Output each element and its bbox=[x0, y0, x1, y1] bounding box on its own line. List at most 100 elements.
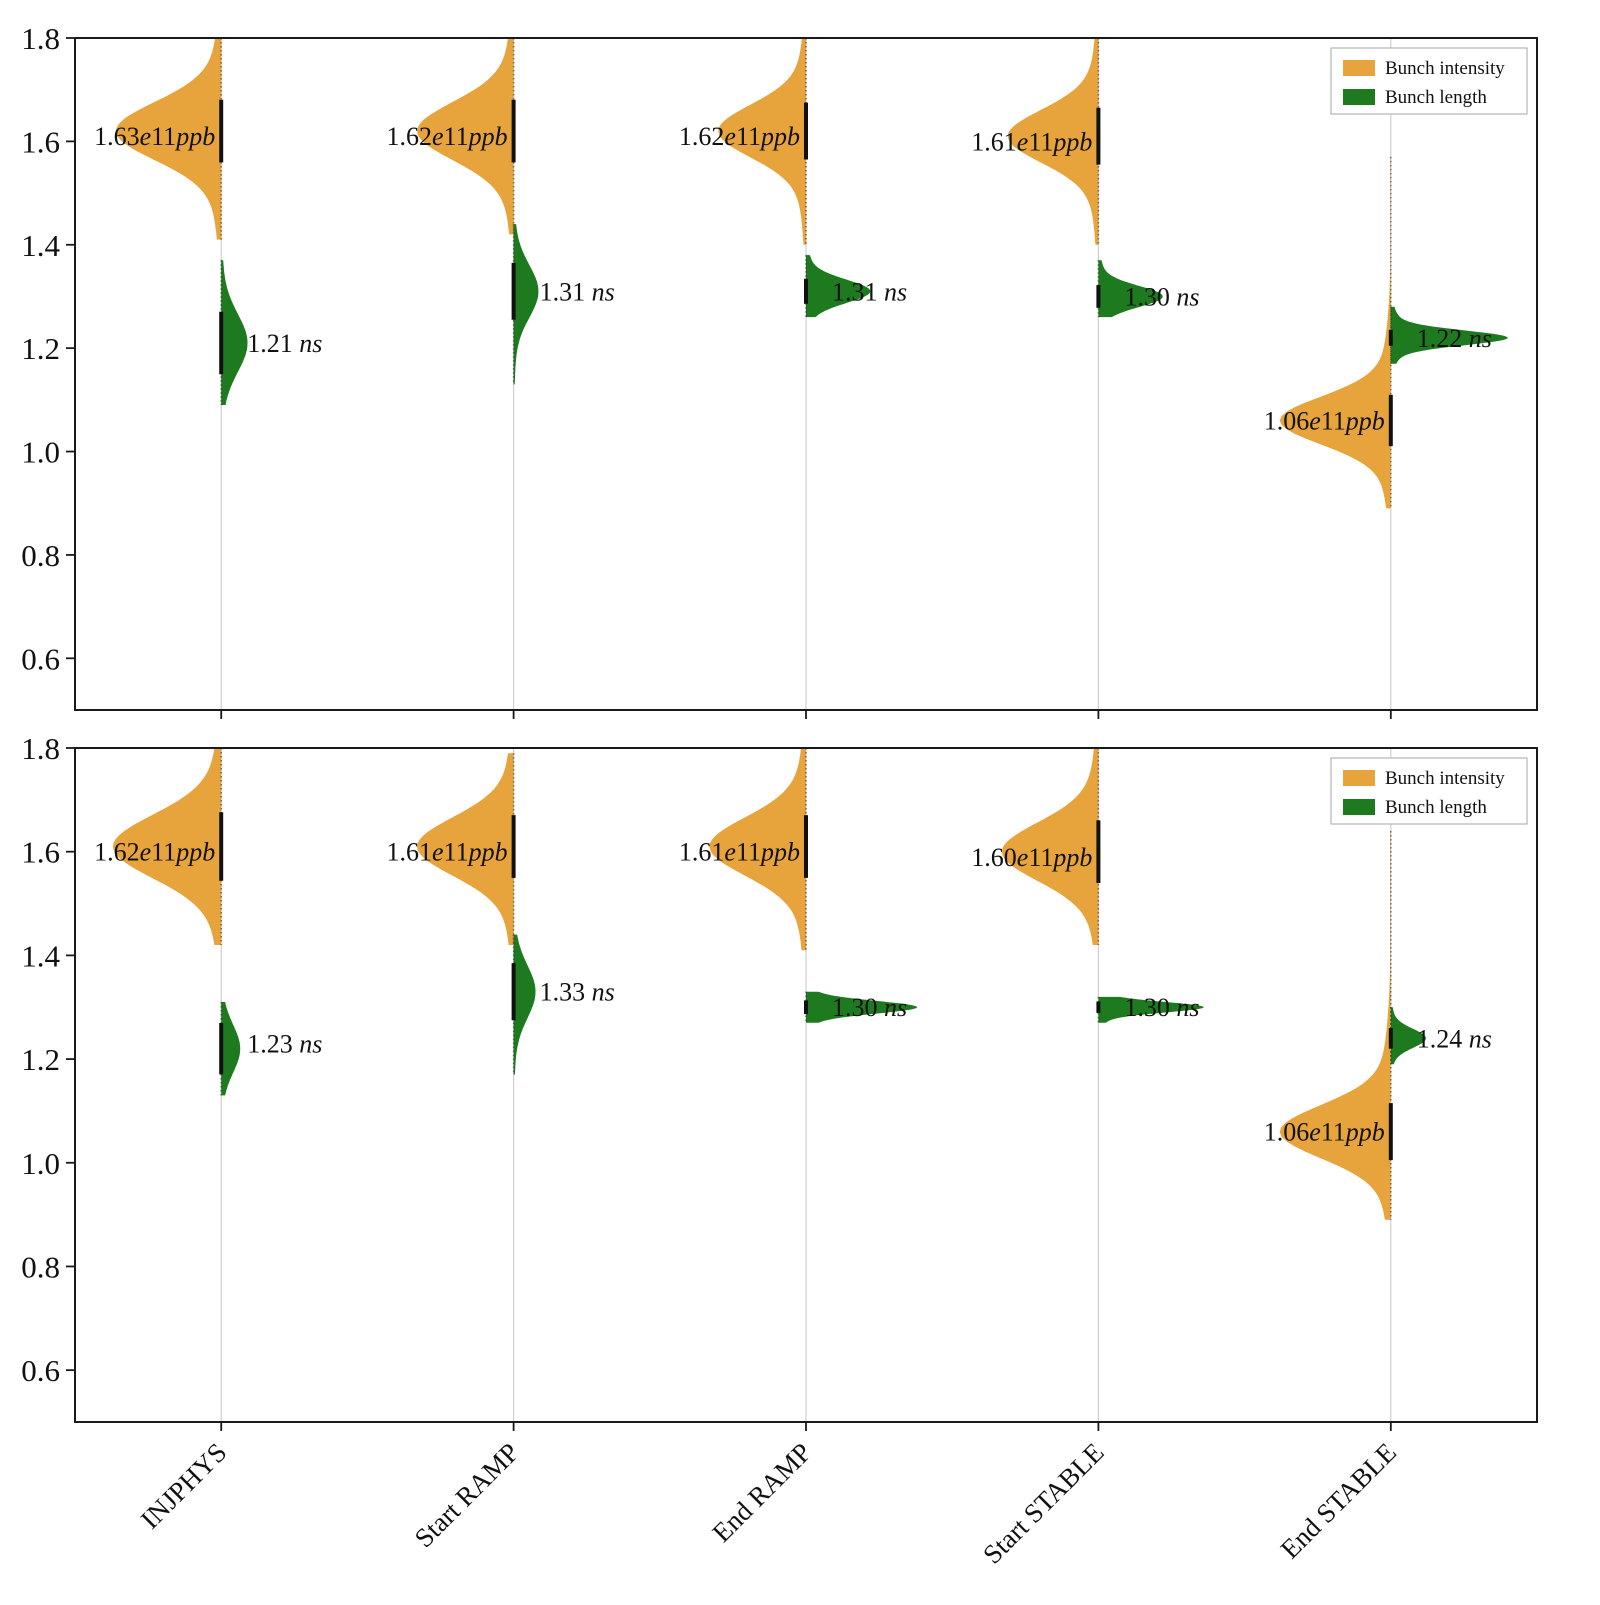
violin-bunch-intensity-injphys bbox=[115, 38, 222, 240]
annotation-e: e bbox=[1017, 127, 1029, 156]
annotation-number: 1.23 bbox=[247, 1030, 299, 1059]
violin-bunch-length-injphys bbox=[221, 260, 248, 405]
annotation-number: 1.22 bbox=[1417, 324, 1469, 353]
annotation-bunch-length-start-ramp: 1.31 ns bbox=[540, 277, 615, 306]
annotation-number: 1.63 bbox=[94, 122, 140, 151]
annotation-number: 1.60 bbox=[971, 843, 1017, 872]
annotation-unit: ns bbox=[592, 277, 615, 306]
y-tick-label: 1.8 bbox=[21, 21, 60, 56]
y-tick-label: 0.8 bbox=[21, 1249, 60, 1284]
annotation-e: e bbox=[140, 122, 152, 151]
annotation-unit: ns bbox=[299, 1030, 322, 1059]
annotation-number: 1.61 bbox=[387, 838, 433, 867]
annotation-number: 1.31 bbox=[832, 277, 884, 306]
violin-bunch-length-end-stable bbox=[1390, 1007, 1426, 1065]
annotation-exponent: 11 bbox=[736, 838, 761, 867]
legend-swatch-bunch-length bbox=[1343, 89, 1375, 105]
annotation-bunch-length-injphys: 1.21 ns bbox=[247, 329, 322, 358]
y-tick-label: 1.6 bbox=[21, 124, 60, 159]
annotation-exponent: 11 bbox=[736, 122, 761, 151]
annotation-number: 1.30 bbox=[1124, 993, 1176, 1022]
annotation-bunch-intensity-injphys: 1.62e11ppb bbox=[94, 838, 215, 867]
annotation-bunch-length-end-stable: 1.22 ns bbox=[1417, 324, 1492, 353]
legend-label-bunch-length: Bunch length bbox=[1385, 87, 1487, 108]
annotation-e: e bbox=[140, 838, 152, 867]
annotation-bunch-length-end-ramp: 1.30 ns bbox=[832, 993, 907, 1022]
annotation-exponent: 11 bbox=[444, 838, 469, 867]
y-tick-label: 1.2 bbox=[21, 1042, 60, 1077]
annotation-e: e bbox=[432, 838, 444, 867]
annotation-bunch-length-end-stable: 1.24 ns bbox=[1417, 1024, 1492, 1053]
annotation-number: 1.06 bbox=[1264, 1118, 1310, 1147]
annotation-number: 1.30 bbox=[1124, 282, 1176, 311]
y-tick-label: 1.8 bbox=[21, 731, 60, 766]
legend-swatch-bunch-intensity bbox=[1343, 770, 1375, 786]
annotation-unit: ns bbox=[1469, 1024, 1492, 1053]
annotation-unit: ns bbox=[1469, 324, 1492, 353]
annotation-number: 1.06 bbox=[1264, 407, 1310, 436]
violin-bunch-intensity-start-ramp bbox=[417, 753, 514, 945]
annotation-unit: ns bbox=[1176, 993, 1199, 1022]
annotation-bunch-intensity-end-ramp: 1.61e11ppb bbox=[679, 838, 800, 867]
violin-bunch-length-start-stable bbox=[1098, 996, 1204, 1023]
annotation-unit: ppb bbox=[759, 838, 800, 867]
annotation-bunch-length-injphys: 1.23 ns bbox=[247, 1030, 322, 1059]
annotation-e: e bbox=[724, 838, 736, 867]
y-tick-label: 1.0 bbox=[21, 435, 60, 470]
legend: Bunch intensity Bunch length bbox=[1330, 47, 1528, 115]
y-tick-label: 0.6 bbox=[21, 641, 60, 676]
annotation-number: 1.61 bbox=[679, 838, 725, 867]
annotation-e: e bbox=[432, 122, 444, 151]
annotation-bunch-intensity-end-stable: 1.06e11ppb bbox=[1264, 1118, 1385, 1147]
legend-label-bunch-length: Bunch length bbox=[1385, 797, 1487, 818]
annotation-bunch-length-start-stable: 1.30 ns bbox=[1124, 993, 1199, 1022]
annotation-unit: ppb bbox=[467, 838, 508, 867]
y-tick-label: 1.2 bbox=[21, 331, 60, 366]
y-tick-label: 0.8 bbox=[21, 538, 60, 573]
violin-bunch-length-start-stable bbox=[1098, 260, 1163, 318]
y-tick-label: 1.4 bbox=[21, 228, 60, 263]
annotation-bunch-intensity-end-ramp: 1.62e11ppb bbox=[679, 122, 800, 151]
annotation-exponent: 11 bbox=[1028, 843, 1053, 872]
legend-swatch-bunch-intensity bbox=[1343, 60, 1375, 76]
violin-bunch-length-end-ramp bbox=[806, 991, 918, 1023]
annotation-exponent: 11 bbox=[151, 838, 176, 867]
annotation-unit: ppb bbox=[467, 122, 508, 151]
annotation-unit: ns bbox=[884, 277, 907, 306]
annotation-number: 1.62 bbox=[679, 122, 725, 151]
violin-bunch-intensity-end-ramp bbox=[718, 38, 806, 245]
legend-label-bunch-intensity: Bunch intensity bbox=[1385, 768, 1505, 789]
y-tick-label: 0.6 bbox=[21, 1353, 60, 1388]
violin-bunch-intensity-start-stable bbox=[1007, 38, 1099, 245]
violin-bunch-length-start-ramp bbox=[513, 224, 539, 385]
annotation-exponent: 11 bbox=[1321, 1118, 1346, 1147]
annotation-unit: ns bbox=[299, 329, 322, 358]
annotation-bunch-intensity-end-stable: 1.06e11ppb bbox=[1264, 407, 1385, 436]
annotation-unit: ppb bbox=[1051, 843, 1092, 872]
legend: Bunch intensity Bunch length bbox=[1330, 757, 1528, 825]
annotation-number: 1.61 bbox=[971, 127, 1017, 156]
violin-bunch-length-end-ramp bbox=[806, 255, 871, 318]
violin-bunch-length-start-ramp bbox=[513, 934, 536, 1075]
annotation-unit: ppb bbox=[1051, 127, 1092, 156]
annotation-bunch-length-start-ramp: 1.33 ns bbox=[540, 978, 615, 1007]
annotation-number: 1.31 bbox=[540, 277, 592, 306]
annotation-exponent: 11 bbox=[151, 122, 176, 151]
panel-top: 1.63e11ppb 1.62e11ppb 1.62e11ppb 1.61e11ppb… bbox=[21, 21, 1538, 719]
annotation-e: e bbox=[1017, 843, 1029, 872]
annotation-bunch-intensity-start-stable: 1.61e11ppb bbox=[971, 127, 1092, 156]
annotation-bunch-intensity-start-ramp: 1.61e11ppb bbox=[387, 838, 508, 867]
annotation-unit: ppb bbox=[1344, 1118, 1385, 1147]
legend-label-bunch-intensity: Bunch intensity bbox=[1385, 58, 1505, 79]
violin-bunch-intensity-injphys bbox=[113, 748, 222, 945]
annotation-exponent: 11 bbox=[1321, 407, 1346, 436]
annotation-number: 1.24 bbox=[1417, 1024, 1469, 1053]
annotation-unit: ns bbox=[884, 993, 907, 1022]
violin-bunch-intensity-start-ramp bbox=[417, 38, 514, 235]
violin-bunch-intensity-end-ramp bbox=[709, 748, 806, 951]
annotation-bunch-intensity-start-stable: 1.60e11ppb bbox=[971, 843, 1092, 872]
legend-swatch-bunch-length bbox=[1343, 799, 1375, 815]
annotation-exponent: 11 bbox=[1028, 127, 1053, 156]
